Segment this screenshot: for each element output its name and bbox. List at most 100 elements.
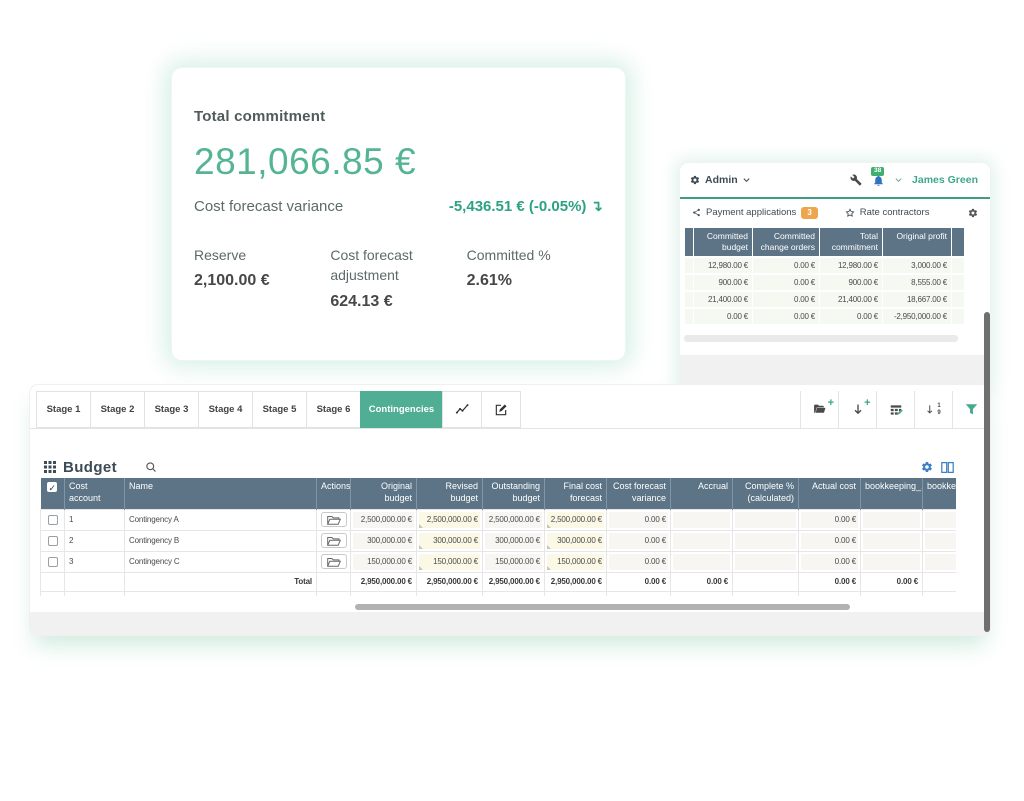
open-row-button[interactable]: [321, 512, 347, 527]
horizontal-scrollbar[interactable]: [684, 335, 958, 342]
columns-icon[interactable]: [941, 461, 954, 474]
cell-sliver: [952, 292, 964, 308]
open-row-button[interactable]: [321, 533, 347, 548]
column-header[interactable]: Actual cost: [798, 478, 861, 509]
cell: 2,500,000.00 €: [482, 508, 545, 531]
tab-rate-contractors[interactable]: Rate contractors: [845, 207, 929, 218]
edit-table-button[interactable]: [876, 391, 914, 428]
column-header[interactable]: Outstanding budget: [482, 478, 545, 509]
table-row: 21,400.00 €0.00 €21,400.00 €18,667.00 €: [685, 292, 964, 308]
chart-tab[interactable]: [442, 391, 482, 428]
add-folder-button[interactable]: +: [800, 391, 838, 428]
tab-stage-5[interactable]: Stage 5: [252, 391, 307, 428]
row-checkbox-cell: [40, 508, 65, 531]
stat-value: 2,100.00 €: [194, 272, 270, 290]
column-header[interactable]: Committed budget: [694, 228, 752, 257]
cell: [922, 590, 956, 596]
column-header[interactable]: bookkeeping_...: [860, 478, 923, 509]
cell[interactable]: 150,000.00 €: [416, 550, 483, 573]
tab-stage-6[interactable]: Stage 6: [306, 391, 361, 428]
column-header[interactable]: Name: [124, 478, 317, 509]
import-rows-button[interactable]: +: [838, 391, 876, 428]
cell: 0.00 €: [798, 529, 861, 552]
card-title: Total commitment: [194, 108, 326, 125]
empty-strip-row: [40, 590, 956, 596]
select-all-checkbox[interactable]: ✓: [47, 481, 58, 493]
row-checkbox[interactable]: [47, 514, 58, 525]
column-header[interactable]: Cost forecast variance: [606, 478, 671, 509]
tab-stage-2[interactable]: Stage 2: [90, 391, 145, 428]
folder-open-icon: [327, 515, 341, 525]
stat-committed-percent: Committed % 2.61%: [467, 245, 603, 311]
cell: 3,000.00 €: [883, 258, 951, 274]
cell: [350, 590, 417, 596]
cell: [860, 590, 923, 596]
gear-icon[interactable]: [921, 461, 933, 473]
name-cell: Contingency A: [124, 508, 317, 531]
tab-label: Payment applications: [706, 207, 797, 218]
cell[interactable]: 2,500,000.00 €: [416, 508, 483, 531]
edit-tab[interactable]: [481, 391, 521, 428]
column-header[interactable]: Revised budget: [416, 478, 483, 509]
row-checkbox[interactable]: [47, 535, 58, 546]
column-header[interactable]: Complete % (calculated): [732, 478, 799, 509]
column-header[interactable]: Original profit: [883, 228, 951, 257]
user-menu[interactable]: James Green: [912, 174, 978, 186]
wrench-icon[interactable]: [850, 174, 862, 186]
cell: 0.00 €: [753, 275, 819, 291]
cell: 900.00 €: [820, 275, 882, 291]
tab-stage-3[interactable]: Stage 3: [144, 391, 199, 428]
cell[interactable]: 300,000.00 €: [416, 529, 483, 552]
row-checkbox-cell: [40, 529, 65, 552]
total-cell: 0.00 €: [606, 571, 671, 592]
table-row: 900.00 €0.00 €900.00 €8,555.00 €: [685, 275, 964, 291]
cell[interactable]: 150,000.00 €: [544, 550, 607, 573]
filter-button[interactable]: [952, 391, 990, 428]
cell: [40, 590, 65, 596]
stat-value: 624.13 €: [330, 292, 393, 310]
table-row: 0.00 €0.00 €0.00 € -2,950,000.00 €: [685, 309, 964, 325]
total-cell: 2,950,000.00 €: [350, 571, 417, 592]
gear-icon[interactable]: [968, 208, 978, 218]
open-row-button[interactable]: [321, 554, 347, 569]
column-header[interactable]: bookkeep: [922, 478, 956, 509]
cell[interactable]: 2,500,000.00 €: [544, 508, 607, 531]
cell: [544, 590, 607, 596]
cell: 0.00 €: [606, 550, 671, 573]
tab-contingencies[interactable]: Contingencies: [360, 391, 443, 428]
admin-menu[interactable]: Admin: [690, 174, 750, 186]
cell: [64, 571, 125, 592]
column-header[interactable]: Accrual: [670, 478, 733, 509]
page-title: Budget: [63, 458, 118, 476]
cell: [922, 508, 956, 531]
cost-account-cell: 3: [64, 550, 125, 573]
total-cell: 0.00 €: [670, 571, 733, 592]
stat-label: Reserve: [194, 247, 247, 263]
column-header[interactable]: Cost account: [64, 478, 125, 509]
column-header[interactable]: Original budget: [350, 478, 417, 509]
cell: [732, 550, 799, 573]
table-row: 12,980.00 €0.00 €12,980.00 €3,000.00 €: [685, 258, 964, 274]
column-header[interactable]: Actions: [316, 478, 351, 509]
bell-icon[interactable]: 38: [871, 166, 885, 187]
vertical-scrollbar-thumb[interactable]: [984, 312, 990, 632]
tab-payment-applications[interactable]: Payment applications 3: [692, 206, 818, 219]
column-header[interactable]: Final cost forecast: [544, 478, 607, 509]
row-checkbox[interactable]: [47, 556, 58, 567]
tab-stage-1[interactable]: Stage 1: [36, 391, 91, 428]
filter-icon: [965, 403, 978, 416]
row-checkbox-cell: [40, 550, 65, 573]
column-header[interactable]: Total commitment: [820, 228, 882, 257]
total-cell: 0.00 €: [860, 571, 923, 592]
column-header[interactable]: Committed change orders: [753, 228, 819, 257]
cell: 300,000.00 €: [350, 529, 417, 552]
search-icon[interactable]: [145, 461, 157, 473]
horizontal-scrollbar-thumb[interactable]: [355, 604, 850, 610]
tab-stage-4[interactable]: Stage 4: [198, 391, 253, 428]
total-cell: [732, 571, 799, 592]
variance-value: -5,436.51 € (-0.05%): [448, 198, 587, 215]
cell[interactable]: 300,000.00 €: [544, 529, 607, 552]
share-icon: [692, 208, 701, 217]
